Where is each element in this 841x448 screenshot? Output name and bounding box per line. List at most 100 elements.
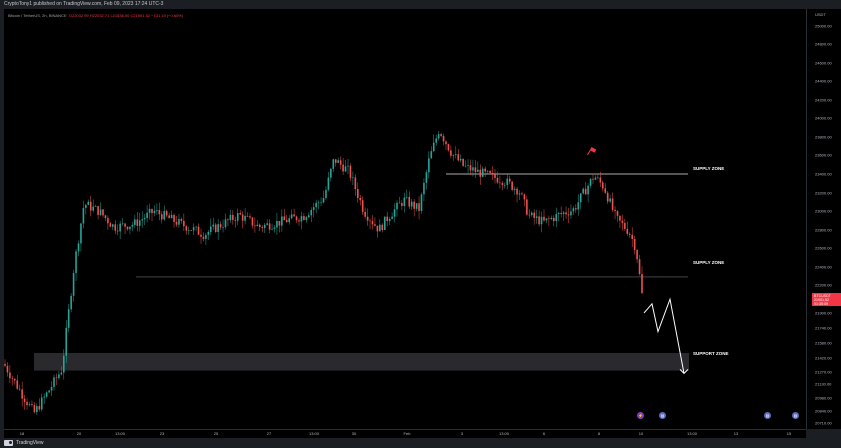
- candle-body: [121, 223, 124, 225]
- candle-body: [165, 211, 168, 216]
- calendar-icon[interactable]: ▤: [792, 412, 799, 419]
- candle-body: [376, 225, 379, 232]
- candle-body: [38, 406, 41, 410]
- candle-body: [65, 327, 68, 356]
- support-zone-band: [34, 352, 689, 371]
- price-axis[interactable]: USDT 25000.00 24800.00 24600.00 24400.00 242…: [806, 9, 841, 429]
- candle-body: [163, 211, 166, 220]
- candle-body: [636, 250, 638, 260]
- candle-body: [401, 203, 403, 206]
- candle-countdown: 01:35:09: [814, 302, 828, 307]
- price-tick: 20840.00: [815, 408, 832, 414]
- candle-body: [131, 224, 134, 227]
- candle-body: [288, 218, 290, 223]
- candle-body: [48, 390, 50, 393]
- candle-body: [393, 209, 396, 217]
- candle-body: [197, 226, 200, 235]
- calendar-icon[interactable]: ▤: [764, 412, 771, 419]
- candle-body: [589, 178, 592, 186]
- candle-body: [619, 215, 621, 221]
- candle-body: [33, 404, 36, 413]
- candle-body: [584, 188, 587, 195]
- candle-body: [67, 309, 70, 328]
- candle-body: [361, 200, 364, 212]
- candle-body: [555, 214, 558, 222]
- candle-body: [195, 226, 197, 228]
- candle-body: [408, 196, 411, 207]
- price-tick: 22600.00: [815, 245, 832, 251]
- candle-body: [621, 220, 624, 224]
- candle-body: [261, 227, 264, 229]
- candle-body: [290, 214, 293, 219]
- symbol-name[interactable]: Bitcoin / TetherUS, 2h, BINANCE: [8, 13, 67, 18]
- time-tick: 20: [76, 431, 82, 436]
- candle-body: [268, 223, 271, 230]
- time-tick: 23: [159, 431, 165, 436]
- candle-body: [452, 154, 455, 156]
- candle-body: [283, 216, 286, 221]
- candle-body: [332, 159, 335, 169]
- candle-body: [474, 167, 477, 172]
- candle-body: [592, 178, 594, 180]
- chart-panel[interactable]: Bitcoin / TetherUS, 2h, BINANCE O22032.9…: [4, 9, 806, 429]
- candle-body: [55, 377, 58, 378]
- price-tick: 25000.00: [815, 23, 832, 29]
- candle-body: [141, 219, 143, 221]
- candle-body: [210, 226, 212, 232]
- calendar-icon[interactable]: ▤: [659, 412, 666, 419]
- candle-body: [298, 220, 300, 222]
- candle-body: [11, 378, 14, 379]
- candle-body: [624, 223, 626, 229]
- candle-body: [330, 168, 332, 178]
- candle-body: [325, 189, 327, 199]
- candle-body: [464, 165, 467, 167]
- candle-body: [435, 138, 437, 143]
- candle-body: [112, 224, 114, 227]
- candle-body: [18, 388, 21, 390]
- price-tick: 22200.00: [815, 282, 832, 288]
- price-chart[interactable]: [4, 9, 806, 429]
- candle-body: [606, 192, 609, 202]
- candle-body: [97, 206, 99, 215]
- time-tick: 25: [213, 431, 219, 436]
- time-tick: 13:00: [498, 431, 510, 436]
- candle-body: [276, 220, 278, 228]
- time-tick: Feb: [403, 431, 411, 436]
- time-tick: 13: [733, 431, 739, 436]
- candle-body: [173, 214, 175, 222]
- price-tick: 23400.00: [815, 171, 832, 177]
- event-icon[interactable]: ⚡: [637, 412, 644, 419]
- upper-supply-zone-label: SUPPLY ZONE: [693, 166, 725, 171]
- candle-body: [494, 173, 496, 178]
- candle-body: [575, 208, 577, 210]
- candle-body: [565, 212, 567, 215]
- candle-body: [472, 167, 474, 171]
- time-axis[interactable]: 18 20 13:00 23 25 27 13:00 30 Feb 3 13:00 6 8 10 13:00…: [4, 429, 806, 438]
- candle-body: [371, 221, 374, 225]
- candle-body: [521, 193, 523, 195]
- candle-body: [633, 239, 636, 251]
- price-tick: 21130.00: [815, 381, 832, 387]
- candle-body: [75, 251, 77, 274]
- candle-body: [14, 378, 16, 381]
- footer-brand: TradingView: [16, 439, 44, 446]
- candle-body: [278, 220, 281, 226]
- candle-body: [153, 210, 156, 214]
- candle-body: [31, 404, 33, 405]
- candle-body: [192, 227, 195, 231]
- candle-body: [526, 199, 528, 215]
- current-price-value: 21901.52: [814, 298, 829, 303]
- candle-body: [379, 224, 381, 232]
- tradingview-logo-icon: [4, 439, 13, 446]
- candle-body: [553, 217, 555, 222]
- candle-body: [202, 236, 205, 239]
- candle-body: [501, 182, 504, 186]
- candle-body: [518, 193, 521, 195]
- candle-body: [16, 380, 19, 389]
- candle-body: [491, 172, 494, 174]
- candle-body: [129, 226, 131, 230]
- candle-body: [432, 142, 435, 152]
- candle-body: [227, 219, 229, 221]
- candle-body: [597, 177, 599, 179]
- candle-body: [28, 404, 31, 406]
